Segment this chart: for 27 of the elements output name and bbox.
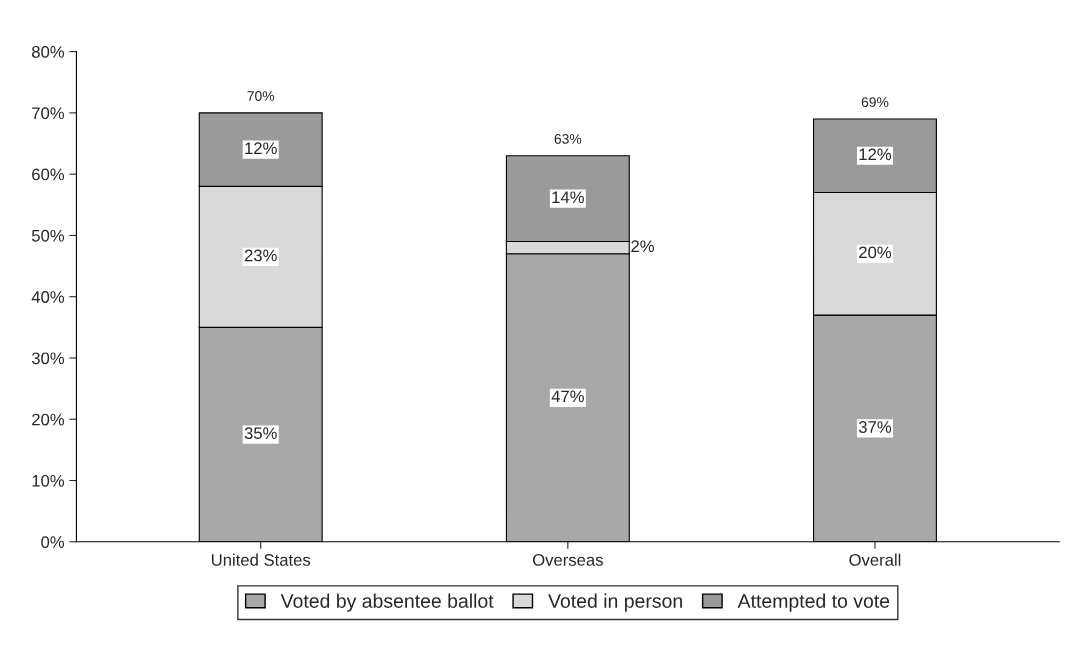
x-tick-label: United States (211, 553, 311, 566)
data-label: 47% (551, 390, 584, 403)
total-label: 63% (554, 134, 582, 144)
y-tick-label: 60% (32, 168, 65, 181)
total-label: 70% (247, 91, 275, 101)
y-tick-label: 30% (31, 352, 65, 365)
legend-label: Voted by absentee ballot (280, 593, 494, 612)
y-tick-label: 80% (32, 46, 65, 58)
x-tick-label: Overseas (532, 554, 603, 566)
y-tick-label: 50% (31, 229, 65, 242)
data-label: 2% (631, 240, 654, 253)
data-label: 35% (244, 427, 277, 440)
data-label: 14% (552, 191, 584, 204)
data-label: 12% (859, 148, 892, 161)
x-tick-label: Overall (849, 553, 901, 566)
y-tick-label: 0% (41, 536, 65, 548)
y-tick-label: 10% (32, 474, 65, 487)
data-label: 12% (245, 142, 277, 155)
y-tick-label: 40% (31, 291, 65, 303)
y-tick-label: 20% (32, 413, 65, 426)
legend-label: Voted in person (548, 593, 682, 612)
y-tick-label: 70% (32, 107, 65, 120)
total-label: 69% (861, 97, 889, 108)
legend-label: Attempted to vote (737, 593, 890, 612)
data-label: 37% (858, 421, 892, 433)
data-label: 23% (244, 249, 277, 262)
data-label: 20% (859, 246, 892, 259)
